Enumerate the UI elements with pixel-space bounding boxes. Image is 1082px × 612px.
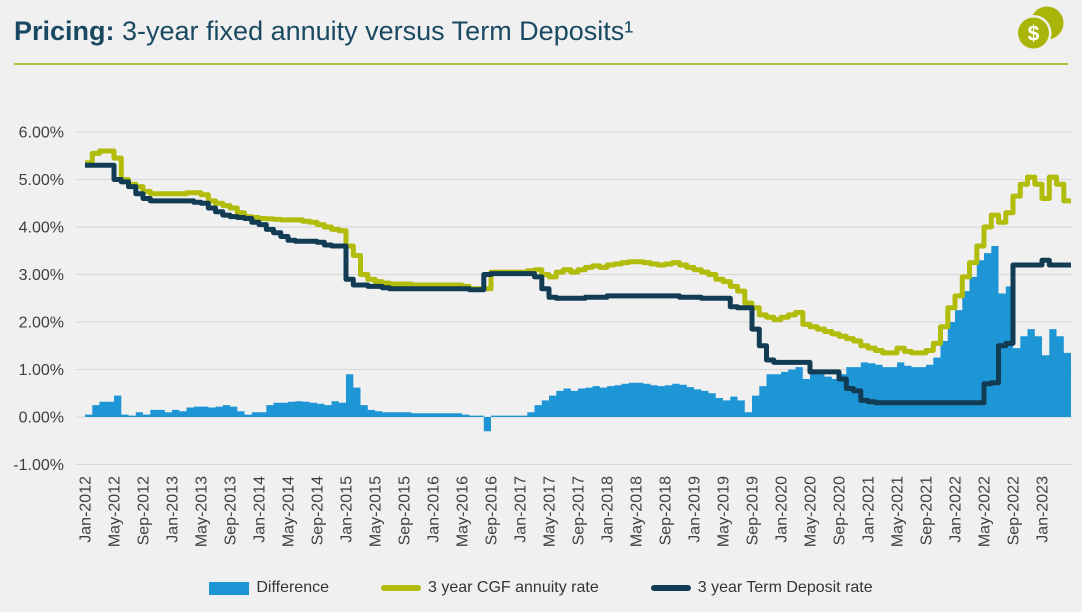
- svg-text:5.00%: 5.00%: [19, 172, 64, 189]
- svg-text:Sep-2020: Sep-2020: [832, 476, 849, 545]
- svg-text:Jan-2020: Jan-2020: [774, 476, 791, 543]
- annuity-line: [85, 148, 1071, 356]
- legend-label: Difference: [256, 579, 329, 596]
- svg-text:May-2013: May-2013: [194, 476, 211, 547]
- svg-text:Jan-2016: Jan-2016: [426, 476, 443, 543]
- svg-text:-1.00%: -1.00%: [13, 457, 64, 474]
- svg-text:Jan-2017: Jan-2017: [513, 476, 530, 543]
- svg-text:1.00%: 1.00%: [19, 362, 64, 379]
- svg-text:May-2022: May-2022: [977, 476, 994, 547]
- svg-text:3.00%: 3.00%: [19, 267, 64, 284]
- title-keyword: Pricing:: [14, 16, 115, 46]
- svg-text:May-2021: May-2021: [890, 476, 907, 547]
- legend-item-difference: Difference: [209, 579, 329, 597]
- deposit-line: [85, 162, 1071, 406]
- svg-text:Sep-2018: Sep-2018: [658, 476, 675, 545]
- svg-text:May-2017: May-2017: [542, 476, 559, 547]
- title-text: 3-year fixed annuity versus Term Deposit…: [114, 16, 634, 46]
- legend-label: 3 year Term Deposit rate: [697, 579, 873, 596]
- svg-text:May-2014: May-2014: [281, 476, 298, 547]
- coins-icon: $: [1014, 4, 1066, 54]
- legend-item-term-deposit-rate: 3 year Term Deposit rate: [650, 579, 873, 597]
- svg-text:May-2012: May-2012: [107, 476, 124, 547]
- svg-text:Sep-2014: Sep-2014: [310, 476, 327, 545]
- svg-text:Sep-2012: Sep-2012: [136, 476, 153, 545]
- chart-legend: Difference 3 year CGF annuity rate 3 yea…: [0, 579, 1082, 597]
- svg-text:0.00%: 0.00%: [19, 410, 64, 427]
- svg-text:Jan-2021: Jan-2021: [861, 476, 878, 543]
- svg-text:May-2015: May-2015: [368, 476, 385, 547]
- legend-label: 3 year CGF annuity rate: [428, 579, 599, 596]
- header-divider: [14, 63, 1068, 65]
- svg-text:May-2019: May-2019: [716, 476, 733, 547]
- term-deposit-rate-swatch: [650, 585, 691, 591]
- svg-text:May-2018: May-2018: [629, 476, 646, 547]
- header: Pricing: 3-year fixed annuity versus Ter…: [0, 0, 1082, 62]
- svg-text:Jan-2019: Jan-2019: [687, 476, 704, 543]
- svg-text:May-2020: May-2020: [803, 476, 820, 547]
- svg-text:Sep-2021: Sep-2021: [919, 476, 936, 545]
- legend-item-annuity-rate: 3 year CGF annuity rate: [381, 579, 599, 597]
- difference-area: [85, 246, 1071, 432]
- svg-text:Jan-2013: Jan-2013: [165, 476, 182, 543]
- svg-text:4.00%: 4.00%: [19, 220, 64, 237]
- svg-text:Sep-2022: Sep-2022: [1006, 476, 1023, 545]
- svg-text:$: $: [1028, 23, 1040, 46]
- svg-text:Jan-2018: Jan-2018: [600, 476, 617, 543]
- svg-text:2.00%: 2.00%: [19, 315, 64, 332]
- svg-text:Sep-2013: Sep-2013: [223, 476, 240, 545]
- svg-text:May-2016: May-2016: [455, 476, 472, 547]
- y-axis-labels: 6.00% 5.00% 4.00% 3.00% 2.00% 1.00% 0.00% -1.00…: [13, 125, 64, 475]
- svg-text:Jan-2015: Jan-2015: [339, 476, 356, 543]
- svg-text:Jan-2023: Jan-2023: [1035, 476, 1052, 543]
- difference-swatch: [209, 581, 250, 595]
- svg-text:Jan-2014: Jan-2014: [252, 476, 269, 543]
- svg-text:6.00%: 6.00%: [19, 125, 64, 142]
- svg-text:Jan-2012: Jan-2012: [78, 476, 95, 543]
- x-axis-labels: Jan-2012 May-2012 Sep-2012 Jan-2013 May-2013…: [78, 476, 1052, 547]
- page-title: Pricing: 3-year fixed annuity versus Ter…: [0, 0, 1082, 46]
- svg-text:Sep-2019: Sep-2019: [745, 476, 762, 545]
- svg-text:Sep-2017: Sep-2017: [571, 476, 588, 545]
- annuity-rate-swatch: [381, 585, 421, 591]
- svg-text:Sep-2016: Sep-2016: [484, 476, 501, 545]
- svg-text:Sep-2015: Sep-2015: [397, 476, 414, 545]
- svg-text:Jan-2022: Jan-2022: [948, 476, 965, 543]
